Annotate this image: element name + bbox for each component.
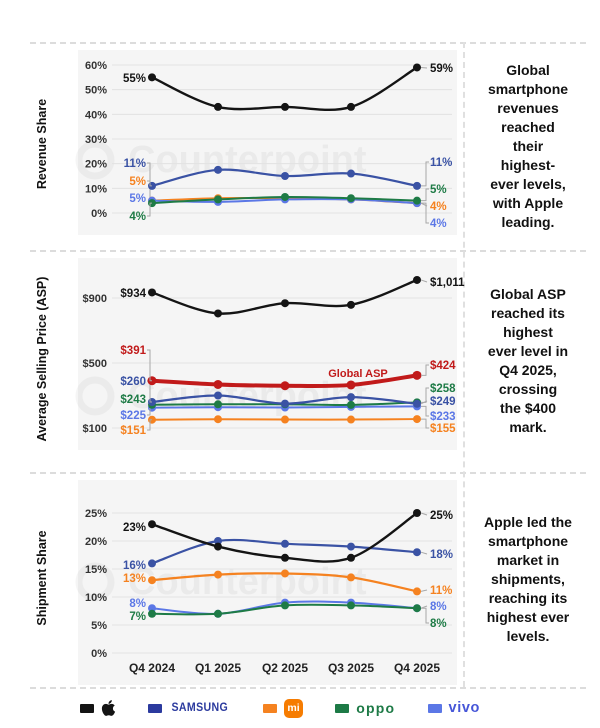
svg-text:$500: $500	[83, 358, 107, 370]
svg-text:$260: $260	[120, 376, 146, 388]
panel-shipment-share: Counterpoint 25% 20% 15% 10% 5% 0% Q4 2024 Q1 20…	[0, 472, 600, 687]
svg-text:Q2 2025: Q2 2025	[262, 661, 308, 675]
svg-text:Q4 2024: Q4 2024	[129, 661, 175, 675]
svg-text:15%: 15%	[85, 564, 107, 576]
svg-text:$249: $249	[430, 396, 456, 408]
svg-text:40%: 40%	[85, 109, 107, 121]
svg-text:Counterpoint: Counterpoint	[128, 139, 367, 181]
svg-text:20%: 20%	[85, 536, 107, 548]
svg-text:Counterpoint: Counterpoint	[128, 561, 367, 603]
panel-revenue-share: Counterpoint 60% 50% 40% 30% 20% 10% 0% 5% 4% 5% 4%…	[0, 42, 600, 250]
svg-text:13%: 13%	[123, 573, 146, 585]
shipment-share-chart: Counterpoint 25% 20% 15% 10% 5% 0% Q4 2024 Q1 20…	[35, 480, 457, 685]
svg-text:4%: 4%	[430, 201, 447, 213]
vivo-swatch	[427, 703, 442, 713]
samsung-wordmark: SAMSUNG	[171, 702, 229, 714]
svg-text:Shipment Share: Shipment Share	[35, 530, 49, 625]
legend-item-vivo: vivo	[427, 700, 480, 716]
xiaomi-swatch	[263, 703, 278, 713]
svg-text:7%: 7%	[129, 611, 146, 623]
svg-text:0%: 0%	[91, 208, 107, 220]
legend-item-apple	[80, 699, 116, 717]
svg-text:5%: 5%	[129, 193, 146, 205]
divider-row1-row2	[30, 250, 586, 252]
svg-text:50%: 50%	[85, 85, 107, 97]
svg-text:Global ASP: Global ASP	[328, 368, 388, 380]
svg-text:20%: 20%	[85, 159, 107, 171]
revenue-share-chart: Counterpoint 60% 50% 40% 30% 20% 10% 0% 5% 4% 5% 4%…	[35, 50, 457, 235]
divider-chart-notes	[463, 42, 465, 687]
panel-asp: Counterpoint $900 $500 $100 $151 $155 $225 $233…	[0, 250, 600, 472]
svg-text:16%: 16%	[123, 560, 146, 572]
svg-text:25%: 25%	[430, 510, 453, 522]
svg-text:55%: 55%	[123, 73, 146, 85]
svg-text:$391: $391	[120, 345, 146, 357]
svg-text:$233: $233	[430, 411, 456, 423]
svg-text:23%: 23%	[123, 522, 146, 534]
legend: SAMSUNG mi oppo vivo	[80, 692, 480, 724]
svg-text:11%: 11%	[430, 157, 452, 169]
oppo-wordmark: oppo	[356, 700, 396, 716]
svg-text:4%: 4%	[430, 218, 447, 230]
note-shipment-share: Apple led the smartphone market in shipm…	[484, 514, 572, 644]
svg-text:Q4 2025: Q4 2025	[394, 661, 440, 675]
note-revenue-share: Global smartphone revenues reached their…	[487, 61, 569, 230]
svg-text:60%: 60%	[85, 60, 107, 72]
svg-text:30%: 30%	[85, 134, 107, 146]
svg-text:18%: 18%	[430, 549, 453, 561]
note-asp: Global ASP reached its highest ever leve…	[487, 286, 569, 435]
svg-text:$151: $151	[120, 425, 146, 437]
svg-text:11%: 11%	[124, 158, 146, 170]
apple-logo-icon	[101, 700, 116, 716]
svg-text:Average Selling Price (ASP): Average Selling Price (ASP)	[35, 277, 49, 442]
svg-text:10%: 10%	[85, 592, 107, 604]
svg-text:$1,011: $1,011	[430, 277, 465, 289]
svg-text:0%: 0%	[91, 648, 107, 660]
svg-text:25%: 25%	[85, 508, 107, 520]
svg-text:$900: $900	[83, 293, 107, 305]
oppo-swatch	[335, 703, 350, 713]
svg-text:$100: $100	[83, 423, 107, 435]
divider-top	[30, 42, 586, 44]
svg-text:11%: 11%	[430, 585, 452, 597]
svg-text:$225: $225	[120, 410, 146, 422]
svg-text:Revenue Share: Revenue Share	[35, 99, 49, 189]
svg-text:10%: 10%	[85, 183, 107, 195]
svg-text:59%: 59%	[430, 63, 453, 75]
svg-text:8%: 8%	[430, 601, 447, 613]
svg-text:$243: $243	[120, 394, 146, 406]
svg-text:$424: $424	[430, 360, 456, 372]
svg-text:$258: $258	[430, 383, 456, 395]
svg-text:Q3 2025: Q3 2025	[328, 661, 374, 675]
svg-text:5%: 5%	[430, 184, 447, 196]
apple-swatch	[80, 703, 94, 713]
samsung-swatch	[148, 703, 163, 713]
svg-text:Q1 2025: Q1 2025	[195, 661, 241, 675]
asp-chart: Counterpoint$900$500$100 $151 $155$225 $233…	[35, 258, 465, 450]
svg-text:5%: 5%	[91, 620, 107, 632]
divider-bottom	[30, 687, 586, 689]
vivo-wordmark: vivo	[448, 700, 480, 716]
legend-item-samsung: SAMSUNG	[148, 702, 231, 714]
xiaomi-mi-logo-icon: mi	[284, 698, 304, 718]
legend-item-xiaomi: mi	[263, 698, 304, 718]
svg-text:8%: 8%	[129, 598, 146, 610]
legend-item-oppo: oppo	[335, 700, 395, 716]
svg-text:5%: 5%	[129, 176, 146, 188]
svg-text:8%: 8%	[430, 618, 447, 630]
svg-text:$934: $934	[120, 288, 146, 300]
svg-text:4%: 4%	[129, 211, 146, 223]
svg-text:$155: $155	[430, 423, 456, 435]
divider-row2-row3	[30, 472, 586, 474]
